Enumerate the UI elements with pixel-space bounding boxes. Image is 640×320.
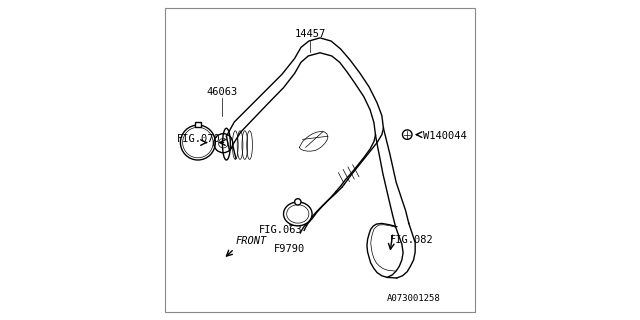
FancyBboxPatch shape: [195, 122, 201, 127]
Ellipse shape: [284, 202, 312, 226]
Text: 14457: 14457: [295, 29, 326, 39]
Text: 46063: 46063: [206, 86, 237, 97]
Text: W140044: W140044: [423, 131, 467, 141]
Text: FIG.082: FIG.082: [390, 235, 433, 244]
Circle shape: [294, 199, 301, 205]
Text: A073001258: A073001258: [387, 294, 440, 303]
Text: FIG.070: FIG.070: [177, 134, 221, 144]
Text: F9790: F9790: [274, 244, 305, 254]
Text: FIG.063: FIG.063: [259, 225, 302, 235]
Ellipse shape: [287, 205, 309, 223]
Text: FRONT: FRONT: [236, 236, 267, 246]
